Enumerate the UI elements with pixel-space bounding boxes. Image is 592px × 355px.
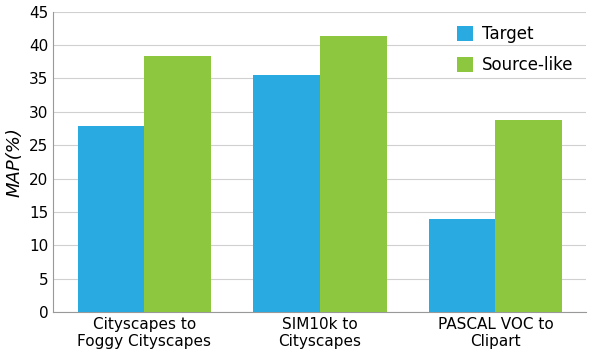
- Bar: [253, 75, 320, 312]
- Bar: [78, 126, 144, 312]
- Y-axis label: MAP(%): MAP(%): [5, 127, 24, 197]
- Legend: Target, Source-like: Target, Source-like: [452, 20, 578, 79]
- Bar: [429, 219, 496, 312]
- Bar: [496, 120, 562, 312]
- Bar: [320, 36, 387, 312]
- Bar: [144, 56, 211, 312]
